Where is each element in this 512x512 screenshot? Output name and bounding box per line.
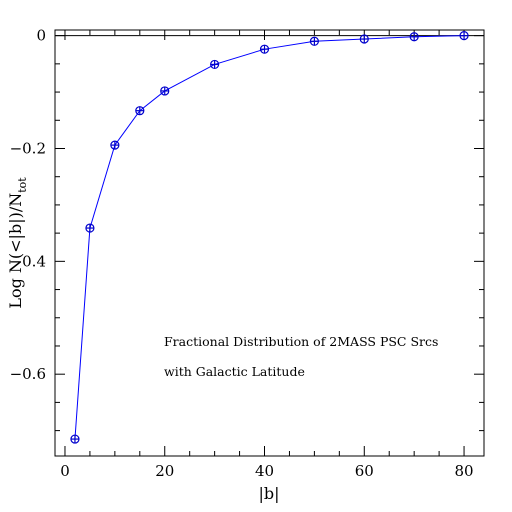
data-point — [135, 106, 145, 116]
data-point — [409, 32, 419, 42]
data-series — [70, 31, 469, 444]
y-tick-label: −0.2 — [10, 139, 46, 157]
x-tick-label: 60 — [355, 462, 374, 480]
axis-ticks — [55, 30, 484, 456]
annotation-line-2: with Galactic Latitude — [164, 364, 305, 379]
data-point — [459, 31, 469, 41]
tick-labels: 0 20 40 60 80 0 −0.2 −0.4 −0.6 — [10, 27, 474, 480]
annotation-line-1: Fractional Distribution of 2MASS PSC Src… — [164, 334, 438, 349]
data-point — [259, 44, 270, 54]
data-point — [359, 34, 369, 44]
y-axis-label: Log N(<|b|)/Ntot — [6, 177, 29, 309]
y-tick-label: 0 — [36, 27, 46, 45]
data-point — [70, 434, 80, 444]
data-point — [309, 36, 319, 46]
y-tick-label: −0.6 — [10, 365, 46, 383]
data-point — [85, 223, 95, 233]
data-point — [210, 59, 220, 70]
x-tick-label: 0 — [60, 462, 70, 480]
x-tick-label: 20 — [155, 462, 174, 480]
x-axis-label: |b| — [258, 484, 279, 503]
x-tick-label: 40 — [255, 462, 274, 480]
y-tick-label: −0.4 — [10, 252, 46, 270]
plot-frame — [54, 29, 485, 457]
data-point — [110, 140, 120, 150]
data-point — [160, 86, 170, 96]
x-tick-label: 80 — [454, 462, 473, 480]
